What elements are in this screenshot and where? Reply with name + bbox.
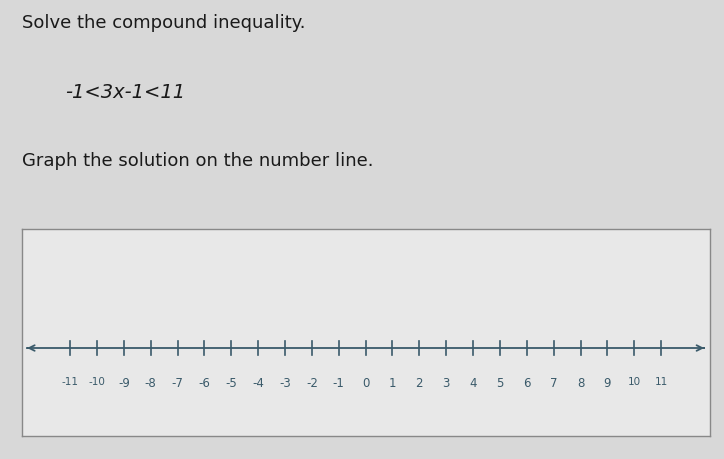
Text: 2: 2: [416, 377, 423, 390]
Text: -10: -10: [88, 377, 106, 386]
Text: Graph the solution on the number line.: Graph the solution on the number line.: [22, 151, 373, 169]
Text: -3: -3: [279, 377, 291, 390]
Text: 10: 10: [628, 377, 641, 386]
Text: Solve the compound inequality.: Solve the compound inequality.: [22, 14, 306, 32]
Text: -11: -11: [62, 377, 79, 386]
Text: -7: -7: [172, 377, 183, 390]
Text: 5: 5: [496, 377, 504, 390]
Text: -1: -1: [333, 377, 345, 390]
Text: -8: -8: [145, 377, 156, 390]
Text: 3: 3: [442, 377, 450, 390]
Text: -9: -9: [118, 377, 130, 390]
Text: -5: -5: [225, 377, 237, 390]
Text: 0: 0: [362, 377, 369, 390]
Text: -4: -4: [252, 377, 264, 390]
Text: 11: 11: [654, 377, 668, 386]
Text: 7: 7: [550, 377, 557, 390]
Text: 4: 4: [469, 377, 477, 390]
Text: 6: 6: [523, 377, 531, 390]
Text: 8: 8: [577, 377, 584, 390]
Text: 1: 1: [389, 377, 396, 390]
Text: 9: 9: [604, 377, 611, 390]
Text: -2: -2: [306, 377, 318, 390]
Text: -1<3x-1<11: -1<3x-1<11: [65, 83, 185, 101]
Text: -6: -6: [198, 377, 211, 390]
